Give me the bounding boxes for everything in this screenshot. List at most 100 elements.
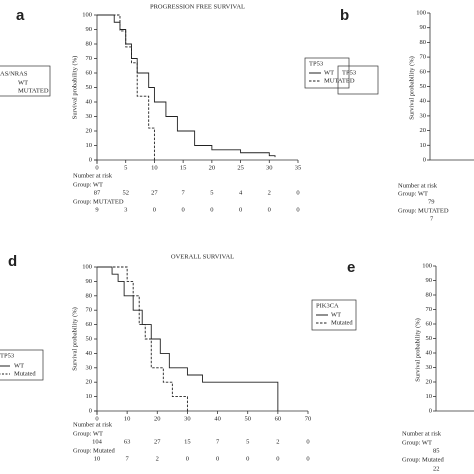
y-tick-label: 70 xyxy=(420,54,427,61)
risk-value: 10 xyxy=(94,455,101,462)
y-axis-label: Survival probability (%) xyxy=(71,56,78,120)
panel-letter: b xyxy=(340,7,349,24)
risk-value: 3 xyxy=(124,206,127,213)
survival-curve xyxy=(97,14,276,158)
risk-value: 0 xyxy=(246,455,249,462)
y-tick-label: 80 xyxy=(420,39,427,46)
y-tick-label: 100 xyxy=(82,263,92,270)
y-tick-label: 30 xyxy=(420,112,427,119)
risk-value: 0 xyxy=(153,206,156,213)
risk-value: 79 xyxy=(428,198,435,205)
risk-group: Group: WT xyxy=(398,190,428,197)
x-tick-label: 0 xyxy=(95,164,98,171)
risk-value: 0 xyxy=(268,206,271,213)
x-tick-label: 25 xyxy=(237,164,244,171)
y-tick-label: 40 xyxy=(86,98,93,105)
y-tick-label: 30 xyxy=(426,364,433,371)
survival-curve xyxy=(97,14,155,160)
risk-value: 0 xyxy=(239,206,242,213)
y-tick-label: 100 xyxy=(82,11,92,18)
y-tick-label: 50 xyxy=(426,335,433,342)
x-tick-label: 0 xyxy=(95,415,98,422)
chart-title: PROGRESSION FREE SURVIVAL xyxy=(150,3,245,10)
x-tick-label: 70 xyxy=(305,415,312,422)
x-tick-label: 10 xyxy=(151,164,158,171)
x-tick-label: 30 xyxy=(266,164,273,171)
y-tick-label: 0 xyxy=(429,407,432,414)
y-tick-label: 20 xyxy=(426,378,433,385)
y-tick-label: 100 xyxy=(422,262,432,269)
risk-value: 7 xyxy=(182,189,186,196)
x-tick-label: 5 xyxy=(124,164,127,171)
risk-group: Group: MUTATED xyxy=(398,207,449,214)
y-tick-label: 70 xyxy=(86,55,93,62)
x-tick-label: 30 xyxy=(184,415,191,422)
y-tick-label: 20 xyxy=(86,379,93,386)
legend-title: AS/NRAS xyxy=(0,70,28,77)
y-axis-label: Survival probability (%) xyxy=(71,307,78,371)
risk-value: 52 xyxy=(122,189,129,196)
x-tick-label: 10 xyxy=(124,415,131,422)
legend-title: PIK3CA xyxy=(316,302,339,309)
risk-value: 0 xyxy=(296,206,299,213)
legend-title: TP53 xyxy=(309,60,323,67)
y-tick-label: 30 xyxy=(86,113,93,120)
y-tick-label: 90 xyxy=(426,277,433,284)
y-tick-label: 70 xyxy=(426,306,433,313)
legend-label: Mutated xyxy=(14,370,36,377)
risk-title: Number at risk xyxy=(398,182,438,189)
x-tick-label: 35 xyxy=(295,164,302,171)
risk-value: 9 xyxy=(95,206,98,213)
left-top-legend: AS/NRAS WT MUTATED xyxy=(0,65,51,97)
y-tick-label: 20 xyxy=(420,127,427,134)
y-tick-label: 0 xyxy=(423,156,426,163)
y-tick-label: 10 xyxy=(86,393,93,400)
risk-value: 0 xyxy=(186,455,189,462)
y-tick-label: 70 xyxy=(86,307,93,314)
risk-value: 22 xyxy=(433,465,440,472)
legend-label: WT xyxy=(14,362,24,369)
risk-value: 4 xyxy=(239,189,243,196)
y-tick-label: 80 xyxy=(86,40,93,47)
survival-curve xyxy=(97,266,188,411)
x-tick-label: 40 xyxy=(214,415,221,422)
risk-value: 27 xyxy=(154,438,161,445)
legend-label: WT xyxy=(18,79,28,86)
risk-group: Group: WT xyxy=(73,430,103,437)
risk-value: 2 xyxy=(268,189,271,196)
y-tick-label: 50 xyxy=(86,84,93,91)
y-tick-label: 0 xyxy=(89,156,92,163)
legend-label: MUTATED xyxy=(324,77,355,84)
y-axis-label: Survival probability (%) xyxy=(408,56,415,120)
legend-label: Mutated xyxy=(331,319,353,326)
risk-value: 0 xyxy=(276,455,279,462)
legend-box xyxy=(337,65,379,95)
risk-title: Number at risk xyxy=(73,421,113,428)
legend-box xyxy=(311,299,357,331)
y-tick-label: 60 xyxy=(420,68,427,75)
y-tick-label: 0 xyxy=(89,407,92,414)
risk-group: Group: Mutated xyxy=(402,456,444,463)
y-tick-label: 80 xyxy=(86,292,93,299)
legend-box xyxy=(0,65,51,97)
risk-title: Number at risk xyxy=(402,430,442,437)
x-tick-label: 50 xyxy=(244,415,251,422)
risk-group: Group: Mutated xyxy=(73,447,115,454)
y-axis-label: Survival probability (%) xyxy=(414,318,421,382)
panel-letter: a xyxy=(16,7,25,24)
axes xyxy=(94,15,298,164)
x-tick-label: 60 xyxy=(275,415,282,422)
risk-value: 15 xyxy=(184,438,191,445)
y-tick-label: 10 xyxy=(86,142,93,149)
y-tick-label: 60 xyxy=(86,321,93,328)
panel-letter: d xyxy=(8,253,17,270)
legend-box xyxy=(0,349,44,381)
y-tick-label: 40 xyxy=(420,98,427,105)
risk-value: 0 xyxy=(210,206,213,213)
risk-value: 0 xyxy=(306,438,309,445)
y-tick-label: 50 xyxy=(420,83,427,90)
x-tick-label: 15 xyxy=(180,164,187,171)
legend-title: TP53 xyxy=(0,352,14,359)
